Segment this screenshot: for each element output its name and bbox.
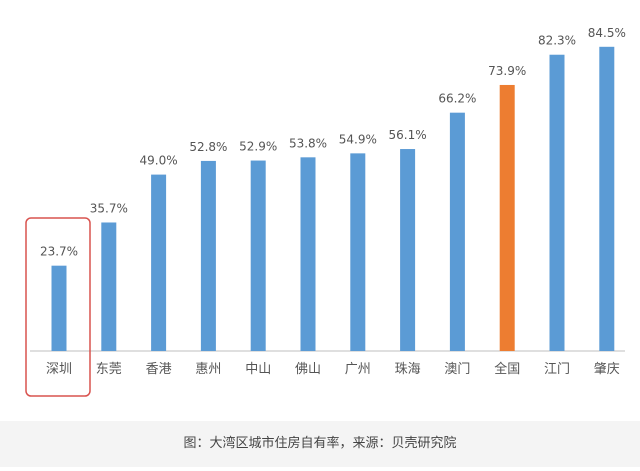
category-tick-label: 全国 <box>494 361 520 377</box>
data-label: 52.9% <box>239 140 277 154</box>
caption-band <box>0 421 640 467</box>
data-label: 53.8% <box>289 136 327 150</box>
data-label: 49.0% <box>140 154 178 168</box>
bar <box>151 174 167 351</box>
bar <box>101 222 117 351</box>
bar <box>549 54 565 351</box>
data-label: 66.2% <box>438 92 476 106</box>
category-tick-label: 深圳 <box>46 362 72 377</box>
data-label: 84.5% <box>588 26 626 40</box>
bar <box>250 160 266 351</box>
bar <box>51 265 67 351</box>
category-tick-label: 澳门 <box>444 361 470 377</box>
data-label: 35.7% <box>90 201 128 215</box>
category-tick-label: 东莞 <box>96 362 122 377</box>
bar <box>350 153 366 351</box>
data-label: 82.3% <box>538 34 576 48</box>
data-label: 56.1% <box>389 128 427 142</box>
highlight-box <box>25 217 91 397</box>
data-label: 54.9% <box>339 132 377 146</box>
category-tick-label: 肇庆 <box>594 362 620 377</box>
category-tick-label: 惠州 <box>195 362 221 377</box>
category-tick-label: 佛山 <box>295 362 321 377</box>
bar <box>400 149 416 351</box>
bar <box>200 160 216 351</box>
data-label: 73.9% <box>488 64 526 78</box>
category-tick-label: 广州 <box>345 362 371 377</box>
data-label: 52.8% <box>189 140 227 154</box>
bar <box>300 157 316 351</box>
data-label: 23.7% <box>40 245 78 259</box>
chart-caption: 图：大湾区城市住房自有率，来源：贝壳研究院 <box>183 436 457 451</box>
category-tick-label: 珠海 <box>395 362 421 377</box>
category-tick-label: 香港 <box>146 362 172 377</box>
category-tick-label: 中山 <box>245 362 271 377</box>
bar <box>499 84 515 352</box>
bar <box>449 112 465 352</box>
category-tick-label: 江门 <box>544 362 570 377</box>
bar <box>599 46 615 352</box>
